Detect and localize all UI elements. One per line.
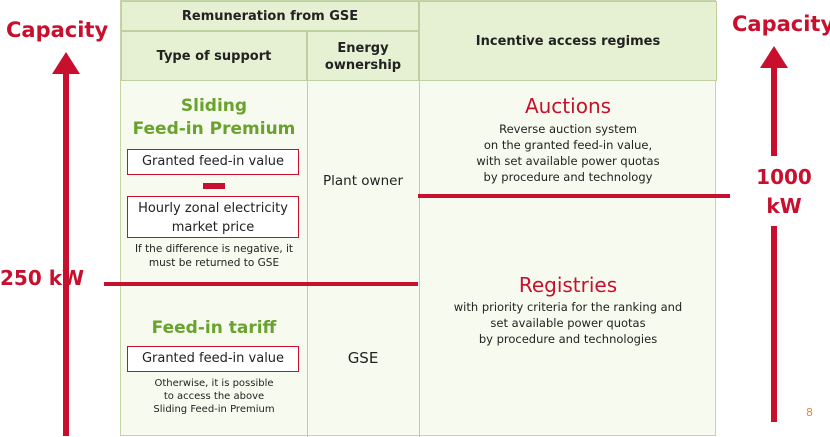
granted-feed-in-value-box: Granted feed-in value bbox=[127, 149, 299, 175]
registries-description: with priority criteria for the ranking a… bbox=[453, 300, 683, 346]
sliding-title: Sliding Feed-in Premium bbox=[132, 96, 296, 139]
gse-label: GSE bbox=[347, 349, 379, 367]
auctions-description: Reverse auction system on the granted fe… bbox=[476, 122, 660, 184]
divider-col2 bbox=[419, 81, 420, 437]
threshold-label-250: 250 kW bbox=[0, 266, 85, 290]
threshold-line-250 bbox=[104, 282, 418, 286]
support-table: Remuneration from GSE Incentive access r… bbox=[120, 0, 717, 437]
minus-icon bbox=[203, 183, 225, 189]
sliding-note: If the difference is negative, it must b… bbox=[134, 243, 294, 269]
page-number: 8 bbox=[806, 406, 813, 419]
up-arrow-left-icon bbox=[52, 52, 80, 74]
up-arrow-right-icon bbox=[760, 46, 788, 68]
capacity-axis-right-lower bbox=[771, 226, 777, 422]
registries-title: Registries bbox=[518, 273, 618, 297]
capacity-axis-left bbox=[63, 72, 69, 436]
capacity-label-left: Capacity bbox=[6, 18, 109, 42]
header-incentive-regimes: Incentive access regimes bbox=[419, 1, 717, 81]
fit-note: Otherwise, it is possible to access the … bbox=[153, 378, 275, 415]
header-energy-ownership: Energy ownership bbox=[307, 31, 419, 81]
divider-col1 bbox=[307, 81, 308, 437]
auctions-title: Auctions bbox=[524, 94, 612, 118]
header-type-of-support: Type of support bbox=[121, 31, 307, 81]
header-remuneration: Remuneration from GSE bbox=[121, 1, 419, 31]
plant-owner-label: Plant owner bbox=[322, 173, 404, 189]
capacity-axis-right bbox=[771, 66, 777, 156]
capacity-label-right: Capacity bbox=[732, 12, 830, 36]
fit-granted-value-box: Granted feed-in value bbox=[127, 346, 299, 372]
market-price-box: Hourly zonal electricity market price bbox=[127, 196, 299, 238]
threshold-line-1000 bbox=[418, 194, 730, 198]
threshold-label-1000: 1000 kW bbox=[756, 165, 812, 218]
feed-in-tariff-title: Feed-in tariff bbox=[151, 318, 277, 338]
